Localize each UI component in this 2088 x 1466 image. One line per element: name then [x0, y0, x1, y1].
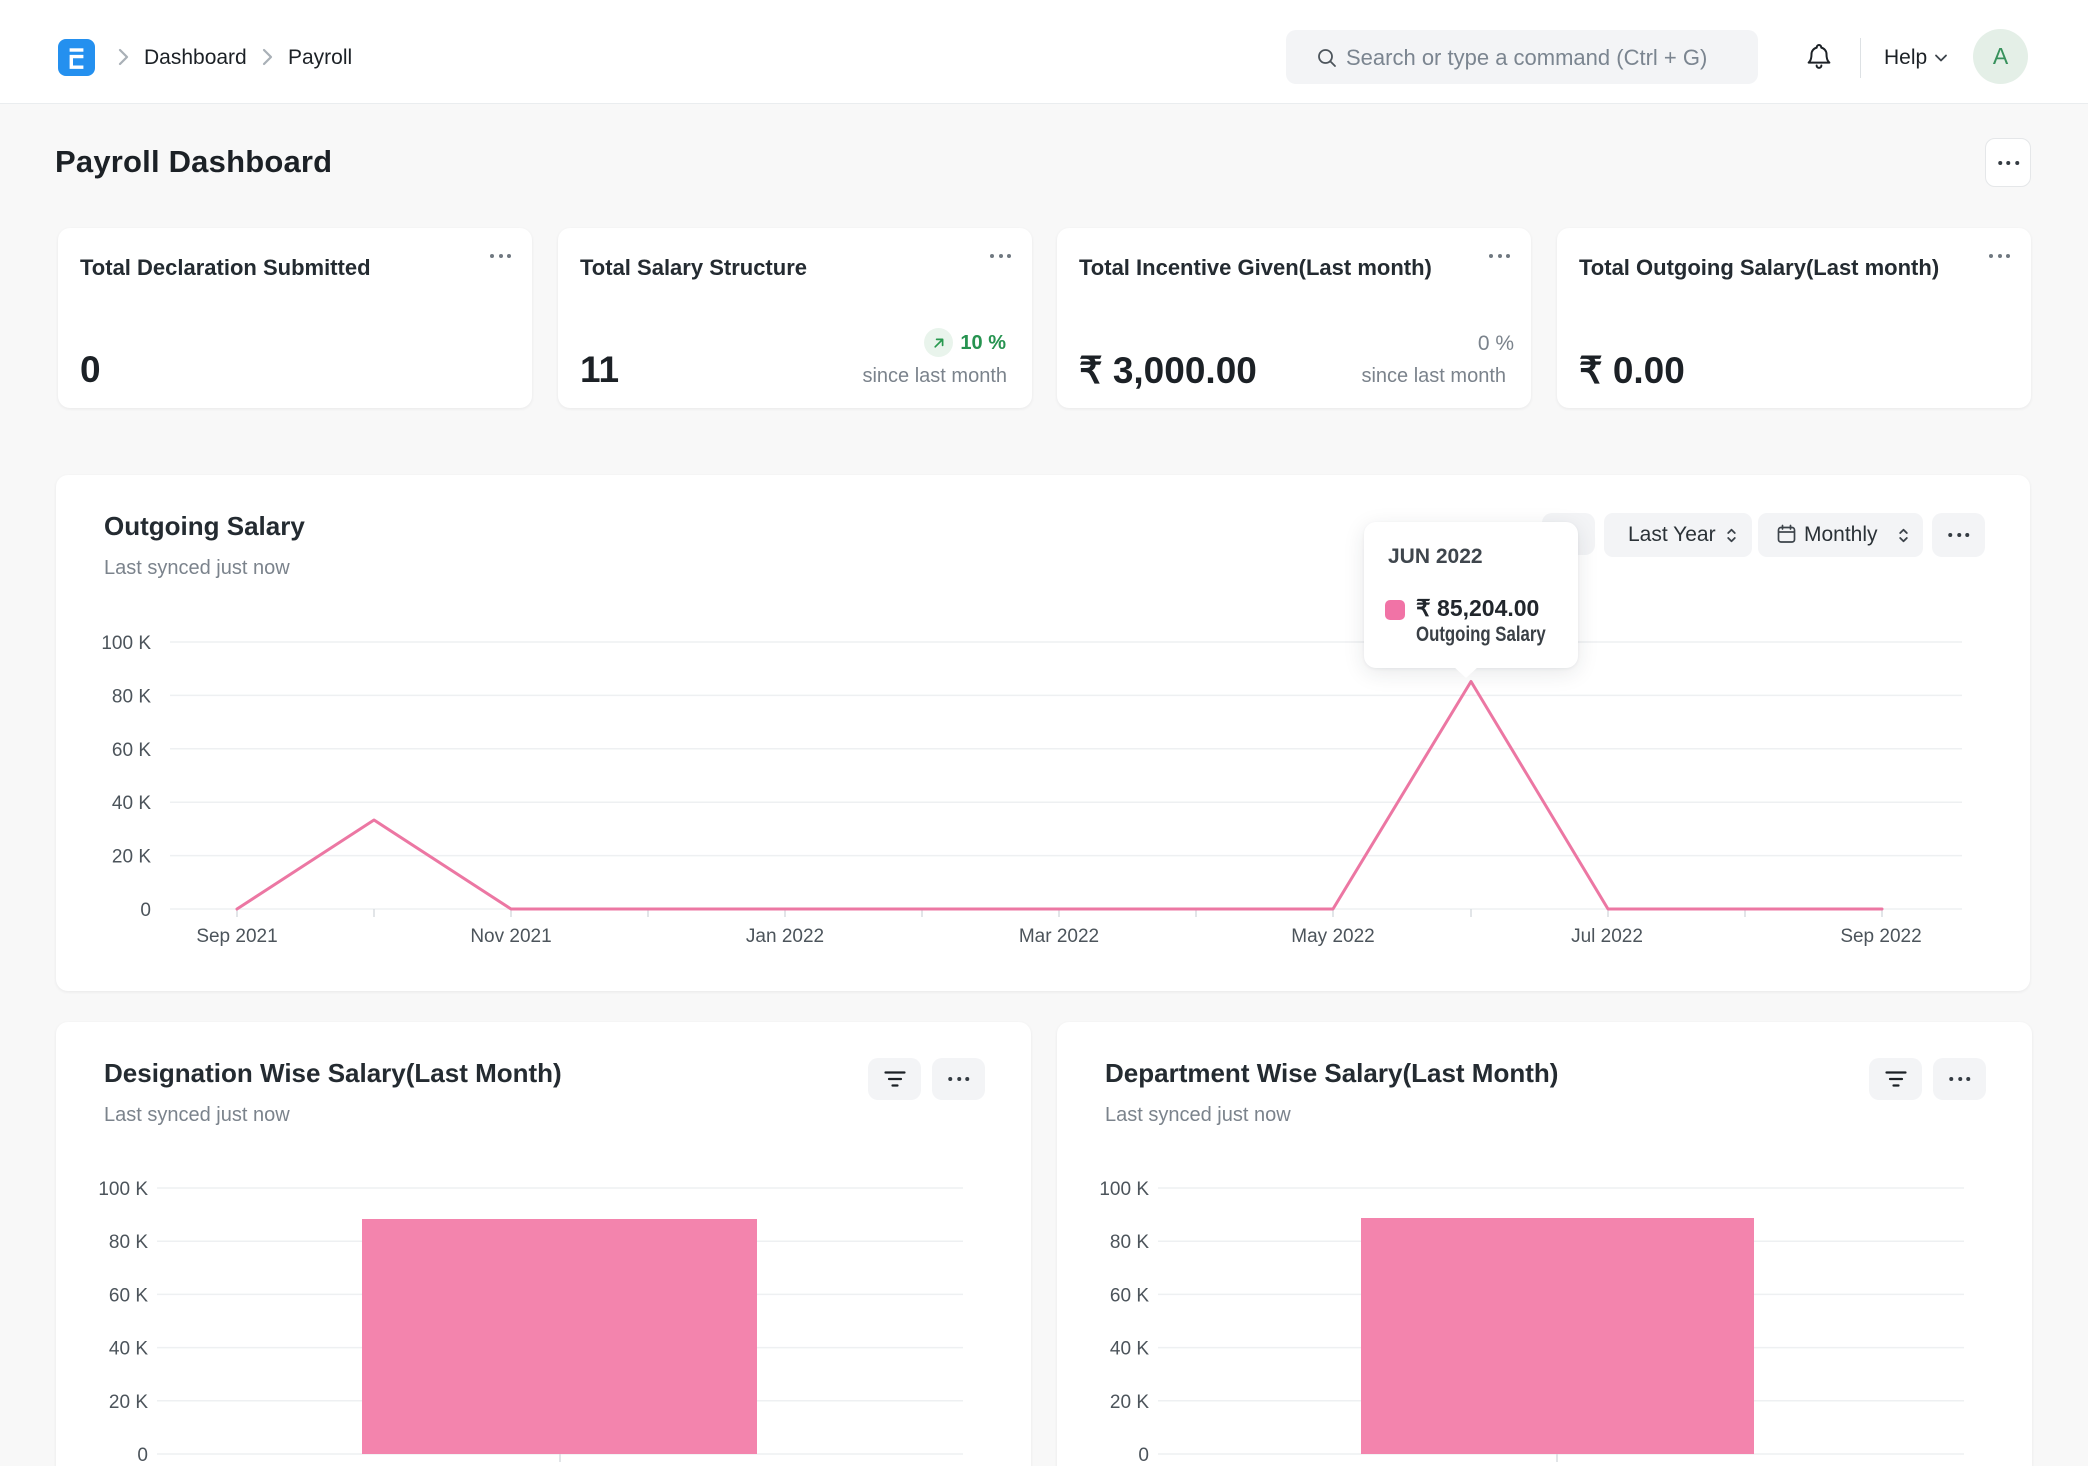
- svg-text:May 2022: May 2022: [1291, 926, 1374, 947]
- svg-text:0: 0: [1138, 1445, 1149, 1466]
- svg-text:100 K: 100 K: [101, 633, 151, 654]
- svg-text:40 K: 40 K: [109, 1339, 148, 1360]
- svg-text:Sep 2022: Sep 2022: [1840, 926, 1921, 947]
- svg-text:Jul 2022: Jul 2022: [1571, 926, 1643, 947]
- svg-text:60 K: 60 K: [1110, 1285, 1149, 1306]
- svg-text:80 K: 80 K: [109, 1232, 148, 1253]
- svg-text:Nov 2021: Nov 2021: [470, 926, 551, 947]
- svg-text:40 K: 40 K: [1110, 1339, 1149, 1360]
- svg-text:20 K: 20 K: [112, 847, 151, 868]
- svg-text:40 K: 40 K: [112, 793, 151, 814]
- svg-text:Jan 2022: Jan 2022: [746, 926, 824, 947]
- svg-text:Sep 2021: Sep 2021: [196, 926, 277, 947]
- svg-text:Mar 2022: Mar 2022: [1019, 926, 1099, 947]
- svg-text:100 K: 100 K: [98, 1179, 148, 1200]
- svg-text:20 K: 20 K: [1110, 1392, 1149, 1413]
- svg-text:0: 0: [137, 1445, 148, 1466]
- svg-text:60 K: 60 K: [112, 740, 151, 761]
- svg-text:100 K: 100 K: [1099, 1179, 1149, 1200]
- svg-text:80 K: 80 K: [112, 686, 151, 707]
- svg-text:80 K: 80 K: [1110, 1232, 1149, 1253]
- svg-text:0: 0: [140, 900, 151, 921]
- svg-text:60 K: 60 K: [109, 1285, 148, 1306]
- svg-text:20 K: 20 K: [109, 1392, 148, 1413]
